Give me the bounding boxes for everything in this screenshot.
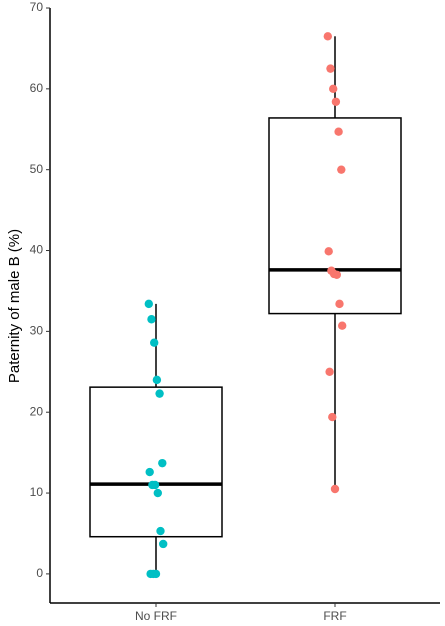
data-point	[155, 389, 164, 398]
data-point	[323, 32, 332, 41]
x-tick-label: No FRF	[135, 609, 177, 623]
data-point	[147, 315, 156, 324]
data-point	[330, 484, 340, 494]
y-tick-label: 70	[30, 0, 44, 14]
data-point	[334, 127, 343, 136]
data-point	[332, 270, 341, 279]
data-point	[158, 458, 167, 468]
x-tick-label: FRF	[323, 609, 346, 623]
y-tick-label: 60	[30, 81, 44, 95]
data-point	[335, 299, 344, 309]
box	[89, 386, 223, 538]
y-tick-label: 50	[30, 162, 44, 176]
data-point	[329, 84, 338, 94]
data-point	[150, 338, 159, 347]
data-point	[145, 467, 154, 477]
data-point	[328, 412, 337, 422]
data-point	[150, 480, 160, 490]
data-point	[326, 64, 335, 73]
data-point	[325, 367, 334, 376]
box	[268, 117, 402, 315]
data-point	[338, 321, 347, 330]
y-tick-label: 10	[30, 485, 44, 499]
data-point	[159, 539, 168, 549]
y-tick-label: 30	[30, 324, 44, 338]
y-tick-label: 40	[30, 243, 44, 257]
data-point	[144, 299, 153, 309]
y-axis-title: Paternity of male B (%)	[6, 229, 23, 383]
y-tick-label: 20	[30, 404, 44, 418]
y-tick-label: 0	[36, 566, 43, 580]
data-point	[324, 247, 333, 256]
data-point	[331, 97, 341, 106]
data-point	[156, 526, 165, 536]
data-point	[153, 488, 162, 498]
data-point	[337, 165, 346, 174]
data-point	[152, 375, 162, 385]
data-point	[151, 569, 161, 579]
